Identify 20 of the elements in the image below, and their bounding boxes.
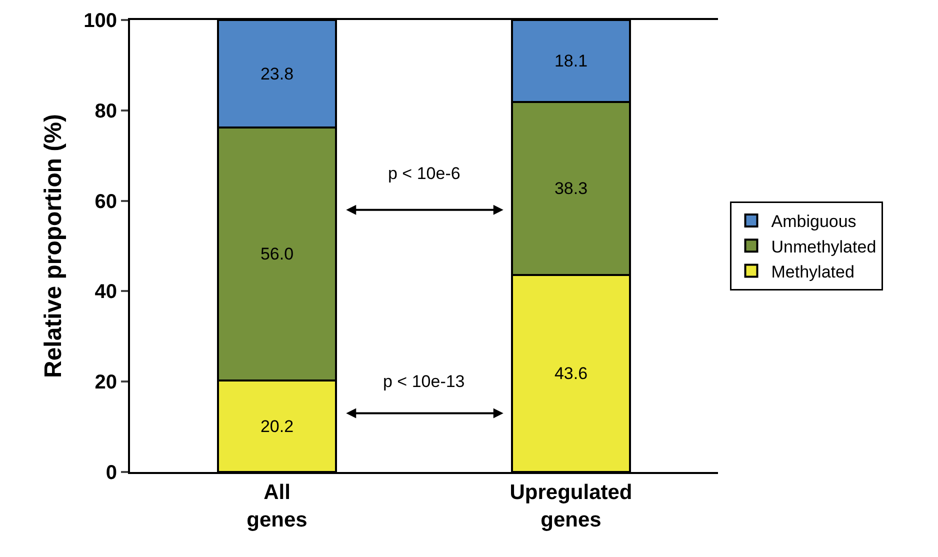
y-tick-label: 100: [84, 10, 117, 32]
y-tick-label: 40: [94, 281, 117, 304]
data-label: 18.1: [554, 51, 588, 70]
y-tick-label: 80: [94, 100, 117, 122]
data-label: 20.2: [260, 416, 294, 436]
y-axis-title: Relative proportion (%): [40, 114, 68, 378]
x-tick-label: Upregulated genes: [510, 481, 632, 532]
annotation: p < 10e-6: [388, 164, 460, 183]
y-tick-label: 0: [106, 462, 117, 484]
annotation: p < 10e-13: [383, 372, 465, 391]
legend-label: Ambiguous: [771, 212, 856, 232]
y-tick-label: 60: [94, 190, 117, 213]
legend-label: Unmethylated: [771, 237, 876, 256]
data-label: 43.6: [554, 364, 588, 383]
y-tick-label: 20: [94, 372, 117, 394]
data-label: 38.3: [554, 178, 588, 198]
data-label: 56.0: [260, 244, 294, 264]
data-label: 23.8: [260, 64, 294, 84]
legend-label: Methylated: [771, 262, 854, 282]
x-tick-label: All genes: [246, 481, 308, 532]
